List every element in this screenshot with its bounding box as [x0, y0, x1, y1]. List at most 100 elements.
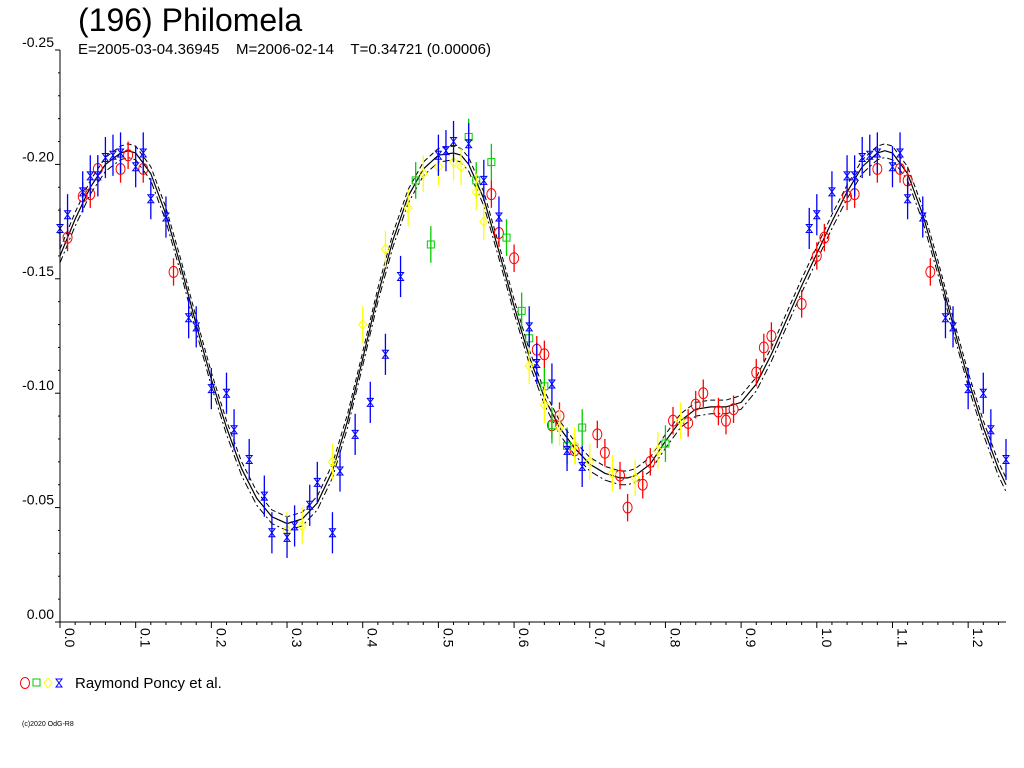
point-marker: [78, 187, 87, 197]
data-point: [843, 155, 852, 197]
point-marker: [525, 322, 534, 332]
data-point: [585, 443, 595, 481]
point-marker: [592, 428, 603, 441]
data-point: [675, 402, 686, 439]
point-marker: [578, 461, 587, 471]
data-point: [751, 358, 762, 387]
tick-labels: -0.25 -0.20 -0.15 -0.10 -0.05 0.00 0.0 0.1 0.2 0.…: [22, 34, 986, 648]
fit-curve-upper: [59, 143, 1007, 518]
data-point: [683, 409, 694, 437]
data-point: [539, 340, 550, 369]
data-point: [123, 141, 134, 169]
data-point: [925, 258, 936, 286]
data-point: [720, 406, 731, 435]
point-marker: [607, 467, 618, 480]
data-point: [63, 194, 72, 236]
data-point: [351, 413, 360, 455]
data-point: [336, 450, 345, 492]
point-marker: [471, 186, 481, 198]
data-point: [766, 322, 777, 350]
data-point: [131, 146, 140, 188]
data-point: [941, 297, 950, 339]
data-point: [313, 461, 322, 504]
point-marker: [366, 397, 375, 407]
legend-markers-icon: [20, 677, 63, 689]
data-point: [1002, 438, 1010, 481]
data-point: [116, 132, 125, 174]
point-marker: [328, 528, 337, 538]
chart-title: (196) Philomela: [78, 2, 303, 38]
point-marker: [569, 440, 580, 452]
point-marker: [502, 233, 511, 242]
point-marker: [858, 153, 867, 163]
point-marker: [245, 455, 254, 465]
data-point: [547, 363, 556, 405]
point-marker: [63, 210, 72, 220]
point-marker: [441, 146, 450, 156]
x-tick-label: 0.5: [440, 628, 456, 648]
point-marker: [653, 444, 663, 457]
point-marker: [351, 429, 360, 439]
data-point: [509, 244, 520, 272]
data-point: [661, 425, 670, 462]
data-point: [811, 242, 822, 270]
data-point: [396, 255, 405, 298]
data-point: [449, 120, 458, 163]
point-marker: [116, 148, 125, 158]
point-marker: [796, 297, 807, 310]
data-point: [471, 173, 481, 211]
point-marker: [720, 414, 731, 427]
data-point: [865, 134, 874, 176]
point-marker: [1002, 455, 1010, 465]
x-tick-label: 0.9: [743, 628, 759, 648]
legend-label: Raymond Poncy et al.: [75, 674, 222, 692]
point-marker: [290, 521, 299, 531]
data-point: [146, 178, 155, 220]
data-point: [441, 130, 450, 172]
point-marker: [139, 148, 148, 158]
point-marker: [93, 171, 102, 181]
point-marker: [964, 384, 973, 394]
point-marker: [313, 477, 322, 487]
data-point: [283, 516, 292, 558]
data-point: [796, 290, 807, 318]
point-marker: [358, 318, 368, 331]
point-marker: [925, 265, 936, 278]
point-marker: [131, 162, 140, 172]
x-tick-label: 0.2: [213, 628, 229, 648]
data-points: [56, 118, 1010, 558]
point-marker: [86, 171, 95, 181]
data-point: [494, 196, 503, 238]
point-marker: [336, 466, 345, 476]
data-point: [569, 427, 580, 465]
y-tick-label: -0.05: [22, 492, 54, 508]
point-marker: [509, 252, 520, 265]
point-marker: [524, 359, 534, 372]
point-marker: [896, 148, 905, 158]
point-marker: [123, 149, 134, 162]
point-marker: [283, 532, 292, 542]
point-marker: [949, 322, 958, 332]
point-marker: [865, 150, 874, 160]
point-marker: [396, 272, 405, 282]
data-point: [690, 390, 701, 419]
point-marker: [403, 202, 413, 214]
point-marker: [494, 212, 503, 222]
axes: [55, 49, 1006, 628]
point-marker: [599, 446, 610, 459]
data-point: [758, 333, 769, 362]
point-marker: [207, 384, 216, 394]
data-point: [949, 306, 958, 348]
data-point: [305, 484, 314, 526]
point-marker: [161, 212, 170, 222]
data-point: [888, 146, 897, 188]
data-point: [487, 143, 496, 181]
point-marker: [434, 150, 443, 160]
data-point: [168, 258, 179, 286]
point-marker: [230, 425, 239, 435]
data-point: [327, 443, 338, 481]
point-marker: [903, 194, 912, 204]
point-marker: [979, 388, 988, 398]
data-point: [426, 226, 435, 263]
point-marker: [728, 403, 739, 416]
